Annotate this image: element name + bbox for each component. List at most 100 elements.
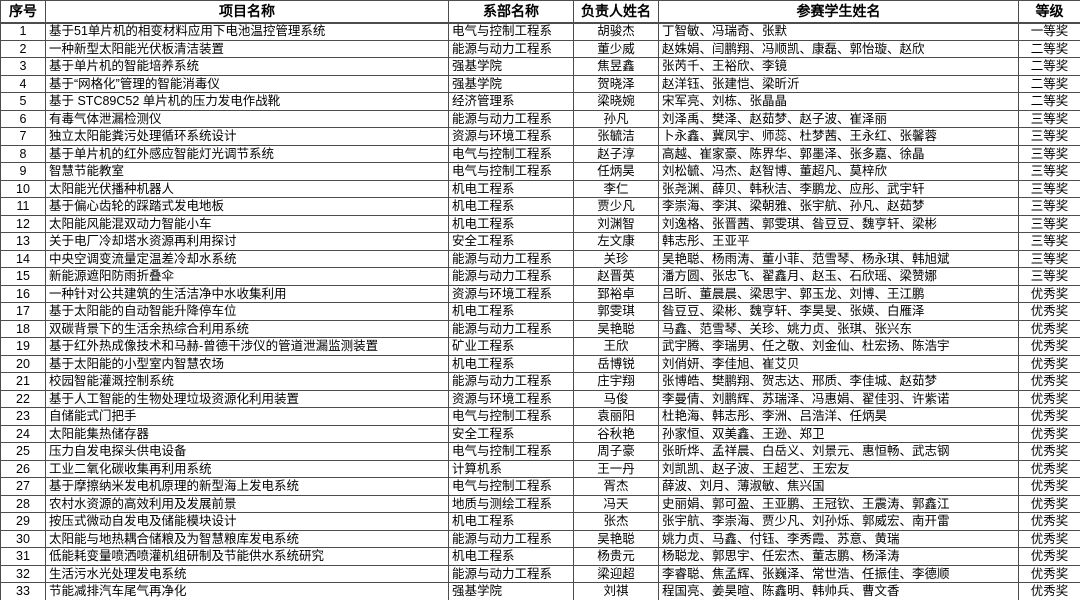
- cell-project: 压力自发电探头供电设备: [45, 442, 449, 461]
- cell-leader: 杨贵元: [573, 547, 659, 566]
- cell-no: 28: [0, 494, 46, 513]
- cell-no: 20: [0, 354, 46, 373]
- cell-dept: 能源与动力工程系: [448, 564, 574, 583]
- cell-project: 智慧节能教室: [45, 162, 449, 181]
- cell-students: 刘泽禹、樊泽、赵茹梦、赵子波、崔泽丽: [658, 109, 1019, 128]
- cell-dept: 资源与环境工程系: [448, 389, 574, 408]
- cell-dept: 资源与环境工程系: [448, 284, 574, 303]
- table-row: 5 基于 STC89C52 单片机的压力发电作战靴 经济管理系 梁晓婉 宋军亮、刘栋、张…: [0, 92, 1080, 111]
- cell-grade: 优秀奖: [1018, 547, 1080, 566]
- table-row: 10 太阳能光伏播种机器人 机电工程系 李仁 张尧渊、薛贝、韩秋洁、李鹏龙、应彤、武宇轩…: [0, 179, 1080, 198]
- table-row: 1 基于51单片机的相变材料应用下电池温控管理系统 电气与控制工程系 胡骏杰 丁智敏、冯…: [0, 22, 1080, 41]
- cell-grade: 优秀奖: [1018, 319, 1080, 338]
- cell-dept: 强基学院: [448, 74, 574, 93]
- cell-grade: 优秀奖: [1018, 582, 1080, 600]
- cell-no: 19: [0, 337, 46, 356]
- cell-dept: 电气与控制工程系: [448, 162, 574, 181]
- cell-students: 昝豆豆、梁彬、魏亨轩、李昊旻、张媖、白雁泽: [658, 302, 1019, 321]
- cell-dept: 电气与控制工程系: [448, 144, 574, 163]
- table-row: 12 太阳能风能混双动力智能小车 机电工程系 刘渊智 刘逸格、张晋茜、郭雯琪、昝豆豆、魏…: [0, 214, 1080, 233]
- table-row: 24 太阳能集热储存器 安全工程系 谷秋艳 孙家恒、双美鑫、王逊、郑卫 优秀奖: [0, 424, 1080, 443]
- table-row: 7 独立太阳能粪污处理循环系统设计 资源与环境工程系 张毓洁 卜永鑫、冀凤宇、师蕊、杜梦…: [0, 127, 1080, 146]
- cell-students: 李曼倩、刘鹏辉、苏瑞泽、冯惠娟、翟佳羽、许紫诺: [658, 389, 1019, 408]
- cell-grade: 三等奖: [1018, 249, 1080, 268]
- cell-dept: 能源与动力工程系: [448, 529, 574, 548]
- cell-dept: 电气与控制工程系: [448, 442, 574, 461]
- cell-leader: 刘渊智: [573, 214, 659, 233]
- cell-grade: 优秀奖: [1018, 442, 1080, 461]
- cell-leader: 焦昱鑫: [573, 57, 659, 76]
- cell-dept: 机电工程系: [448, 512, 574, 531]
- cell-students: 潘方圆、张忠飞、翟鑫月、赵玉、石欣瑶、梁赞娜: [658, 267, 1019, 286]
- table-row: 33 节能减排汽车尾气再净化 强基学院 刘祺 程国亮、姜昊暄、陈鑫明、韩帅兵、曹文香 优秀…: [0, 582, 1080, 600]
- cell-project: 独立太阳能粪污处理循环系统设计: [45, 127, 449, 146]
- cell-students: 武宇腾、李瑞男、任之敬、刘金仙、杜宏扬、陈浩宇: [658, 337, 1019, 356]
- table-row: 3 基于单片机的智能培养系统 强基学院 焦昱鑫 张芮千、王裕欣、李镜 二等奖: [0, 57, 1080, 76]
- cell-grade: 优秀奖: [1018, 494, 1080, 513]
- cell-project: 太阳能与地热耦合储粮及为智慧粮库发电系统: [45, 529, 449, 548]
- cell-dept: 电气与控制工程系: [448, 477, 574, 496]
- cell-leader: 贺晓泽: [573, 74, 659, 93]
- column-header-grade: 等级: [1018, 0, 1080, 24]
- cell-students: 杜艳海、韩志彤、李洲、吕浩洋、任炳昊: [658, 407, 1019, 426]
- cell-grade: 三等奖: [1018, 127, 1080, 146]
- cell-students: 吴艳聪、杨雨涛、董小菲、范雪琴、杨永琪、韩旭斌: [658, 249, 1019, 268]
- cell-dept: 地质与测绘工程系: [448, 494, 574, 513]
- cell-project: 基于偏心齿轮的踩踏式发电地板: [45, 197, 449, 216]
- cell-dept: 能源与动力工程系: [448, 39, 574, 58]
- cell-grade: 优秀奖: [1018, 459, 1080, 478]
- table-row: 2 一种新型太阳能光伏板清洁装置 能源与动力工程系 董少威 赵姝娟、闫鹏翔、冯顺凯、康磊…: [0, 39, 1080, 58]
- cell-dept: 能源与动力工程系: [448, 372, 574, 391]
- cell-no: 16: [0, 284, 46, 303]
- cell-leader: 庄宇翔: [573, 372, 659, 391]
- cell-leader: 董少威: [573, 39, 659, 58]
- cell-project: 基于“网格化”管理的智能消毒仪: [45, 74, 449, 93]
- cell-leader: 郭雯琪: [573, 302, 659, 321]
- cell-project: 一种针对公共建筑的生活洁净中水收集利用: [45, 284, 449, 303]
- cell-grade: 优秀奖: [1018, 512, 1080, 531]
- table-row: 31 低能耗变量喷洒喷灌机组研制及节能供水系统研究 机电工程系 杨贵元 杨聪龙、郭思宇、…: [0, 547, 1080, 566]
- table-row: 28 农村水资源的高效利用及发展前景 地质与测绘工程系 冯天 史丽娟、郭可盈、王亚鹏、王…: [0, 494, 1080, 513]
- cell-dept: 能源与动力工程系: [448, 109, 574, 128]
- cell-project: 生活污水光处理发电系统: [45, 564, 449, 583]
- cell-students: 杨聪龙、郭思宇、任宏杰、董志鹏、杨泽涛: [658, 547, 1019, 566]
- cell-no: 3: [0, 57, 46, 76]
- cell-no: 1: [0, 22, 46, 41]
- table-row: 19 基于红外热成像技术和马赫-曾德干涉仪的管道泄漏监测装置 矿业工程系 王欣 武宇腾、…: [0, 337, 1080, 356]
- cell-no: 5: [0, 92, 46, 111]
- cell-project: 太阳能集热储存器: [45, 424, 449, 443]
- cell-dept: 强基学院: [448, 57, 574, 76]
- cell-grade: 优秀奖: [1018, 302, 1080, 321]
- cell-grade: 三等奖: [1018, 162, 1080, 181]
- table-row: 8 基于单片机的红外感应智能灯光调节系统 电气与控制工程系 赵子淳 高越、崔家豪、陈界华…: [0, 144, 1080, 163]
- cell-students: 吕昕、董晨晨、梁思宇、郭玉龙、刘博、王江鹏: [658, 284, 1019, 303]
- table-row: 32 生活污水光处理发电系统 能源与动力工程系 梁迎超 李睿聪、焦孟辉、张巍泽、常世浩、…: [0, 564, 1080, 583]
- cell-leader: 孙凡: [573, 109, 659, 128]
- cell-students: 刘松毓、冯杰、赵智博、董超凡、莫梓欣: [658, 162, 1019, 181]
- cell-no: 10: [0, 179, 46, 198]
- cell-students: 程国亮、姜昊暄、陈鑫明、韩帅兵、曹文香: [658, 582, 1019, 600]
- cell-no: 12: [0, 214, 46, 233]
- cell-project: 按压式微动自发电及储能模块设计: [45, 512, 449, 531]
- cell-grade: 优秀奖: [1018, 529, 1080, 548]
- cell-project: 节能减排汽车尾气再净化: [45, 582, 449, 600]
- table-row: 26 工业二氧化碳收集再利用系统 计算机系 王一丹 刘凯凯、赵子波、王超艺、王宏友 优秀奖: [0, 459, 1080, 478]
- cell-students: 姚力贞、马鑫、付钰、李秀霞、苏意、黄瑞: [658, 529, 1019, 548]
- cell-leader: 袁丽阳: [573, 407, 659, 426]
- cell-leader: 任炳昊: [573, 162, 659, 181]
- cell-no: 22: [0, 389, 46, 408]
- cell-students: 卜永鑫、冀凤宇、师蕊、杜梦茜、王永红、张馨蓉: [658, 127, 1019, 146]
- cell-students: 张宇航、李崇海、贾少凡、刘孙烁、郭威宏、南开雷: [658, 512, 1019, 531]
- cell-leader: 郅裕卓: [573, 284, 659, 303]
- cell-no: 17: [0, 302, 46, 321]
- table-row: 11 基于偏心齿轮的踩踏式发电地板 机电工程系 贾少凡 李崇海、李淇、梁朝雅、张宇航、孙…: [0, 197, 1080, 216]
- cell-project: 关于电厂冷却塔水资源再利用探讨: [45, 232, 449, 251]
- table-header: 序号 项目名称 系部名称 负责人姓名 参赛学生姓名 等级: [0, 0, 1080, 24]
- cell-dept: 电气与控制工程系: [448, 407, 574, 426]
- cell-dept: 机电工程系: [448, 547, 574, 566]
- cell-dept: 能源与动力工程系: [448, 267, 574, 286]
- cell-no: 13: [0, 232, 46, 251]
- cell-leader: 吴艳聪: [573, 319, 659, 338]
- cell-dept: 机电工程系: [448, 214, 574, 233]
